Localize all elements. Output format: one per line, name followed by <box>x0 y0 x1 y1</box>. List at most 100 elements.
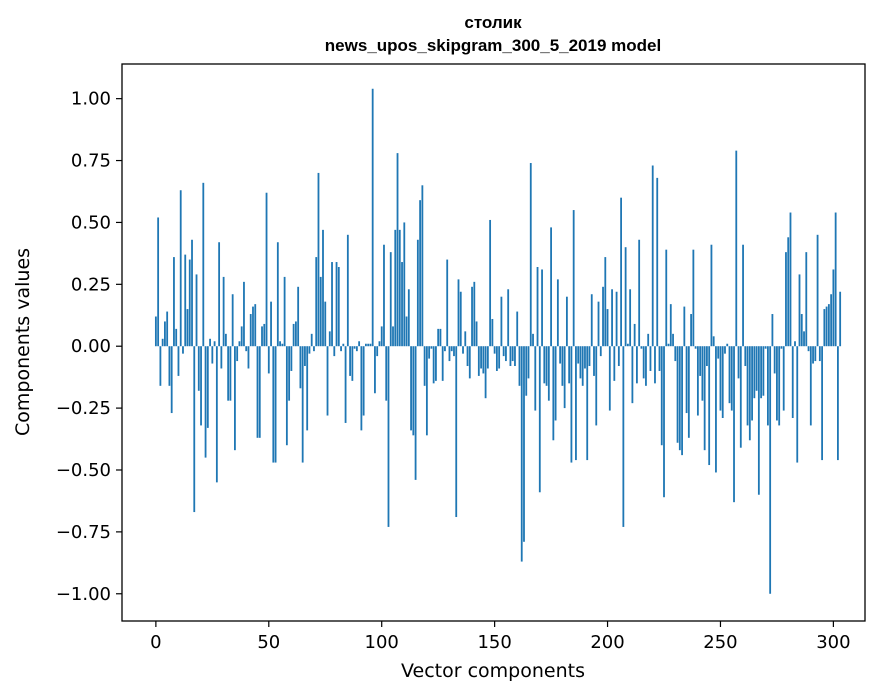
bar <box>753 346 756 399</box>
bar <box>432 346 435 384</box>
bar <box>317 172 320 347</box>
bar <box>694 346 697 349</box>
bar <box>403 222 406 347</box>
bar <box>565 296 568 347</box>
bar <box>407 289 410 347</box>
bar <box>529 163 532 347</box>
bar <box>270 301 272 347</box>
bar <box>290 346 293 371</box>
bar <box>803 331 805 347</box>
bar <box>737 346 740 379</box>
bar <box>369 343 372 347</box>
bar <box>182 346 184 354</box>
bar <box>785 252 787 347</box>
x-tick-label: 50 <box>257 632 280 653</box>
bar <box>231 294 234 347</box>
bar <box>593 346 595 376</box>
bar <box>818 346 821 362</box>
bar <box>412 346 415 436</box>
bar <box>331 262 333 347</box>
bar <box>568 346 571 384</box>
bar <box>681 346 683 456</box>
bar <box>629 289 632 347</box>
bar <box>405 316 408 347</box>
bar <box>563 346 566 409</box>
bar <box>687 346 690 438</box>
bar <box>701 346 704 401</box>
bar <box>306 346 309 431</box>
bar <box>599 346 602 357</box>
y-tick-label: −0.50 <box>56 460 111 481</box>
bar <box>387 346 390 527</box>
bar <box>708 346 711 466</box>
bar <box>322 229 324 347</box>
bar <box>814 346 817 362</box>
bar <box>421 185 424 347</box>
bar <box>195 274 198 347</box>
bar <box>218 242 221 347</box>
bar <box>401 262 403 347</box>
bar <box>773 346 776 374</box>
bar <box>319 276 322 347</box>
bar <box>154 316 157 347</box>
bar <box>380 326 383 347</box>
bar <box>238 341 241 347</box>
bar <box>678 346 681 451</box>
bar <box>543 346 546 384</box>
bar <box>735 150 738 347</box>
bar <box>392 326 394 347</box>
bar <box>805 252 808 347</box>
bar <box>355 346 358 352</box>
bar <box>281 343 284 347</box>
bar <box>459 291 462 347</box>
bar <box>672 333 674 347</box>
bar <box>265 192 268 347</box>
bar <box>272 346 275 463</box>
y-axis-label: Components values <box>12 248 34 436</box>
bar <box>624 247 627 347</box>
bar <box>703 346 706 451</box>
bar <box>435 346 437 381</box>
bar <box>685 346 688 414</box>
bar <box>570 346 573 463</box>
bar <box>663 346 665 498</box>
bar <box>236 346 239 362</box>
bar <box>622 346 625 527</box>
bar <box>794 341 796 347</box>
bar <box>538 346 541 493</box>
bar <box>656 177 659 347</box>
bar <box>789 212 792 347</box>
bar <box>834 212 837 347</box>
bar <box>523 346 525 542</box>
bar <box>294 321 297 347</box>
bar <box>173 257 175 347</box>
bar <box>518 346 521 386</box>
bar <box>414 346 417 480</box>
bar <box>766 346 769 426</box>
bar <box>690 314 693 347</box>
bar <box>611 289 613 347</box>
bar <box>626 343 629 347</box>
bar <box>500 296 503 347</box>
bar <box>292 323 295 347</box>
bar <box>267 346 270 374</box>
bar <box>642 346 645 379</box>
bar <box>410 346 412 431</box>
bar <box>301 346 304 463</box>
bar <box>200 346 202 426</box>
y-tick-label: −0.75 <box>56 522 111 543</box>
bar <box>640 346 643 349</box>
bar <box>696 346 699 416</box>
bar <box>184 254 187 347</box>
bar <box>211 346 214 364</box>
bar <box>446 259 449 347</box>
bar <box>258 346 261 438</box>
bar <box>439 328 442 347</box>
bar <box>227 346 230 401</box>
bar <box>437 328 440 347</box>
bar <box>778 346 781 426</box>
x-tick-label: 200 <box>590 632 624 653</box>
bar <box>197 346 200 391</box>
bar <box>597 301 600 347</box>
bar <box>425 346 428 436</box>
